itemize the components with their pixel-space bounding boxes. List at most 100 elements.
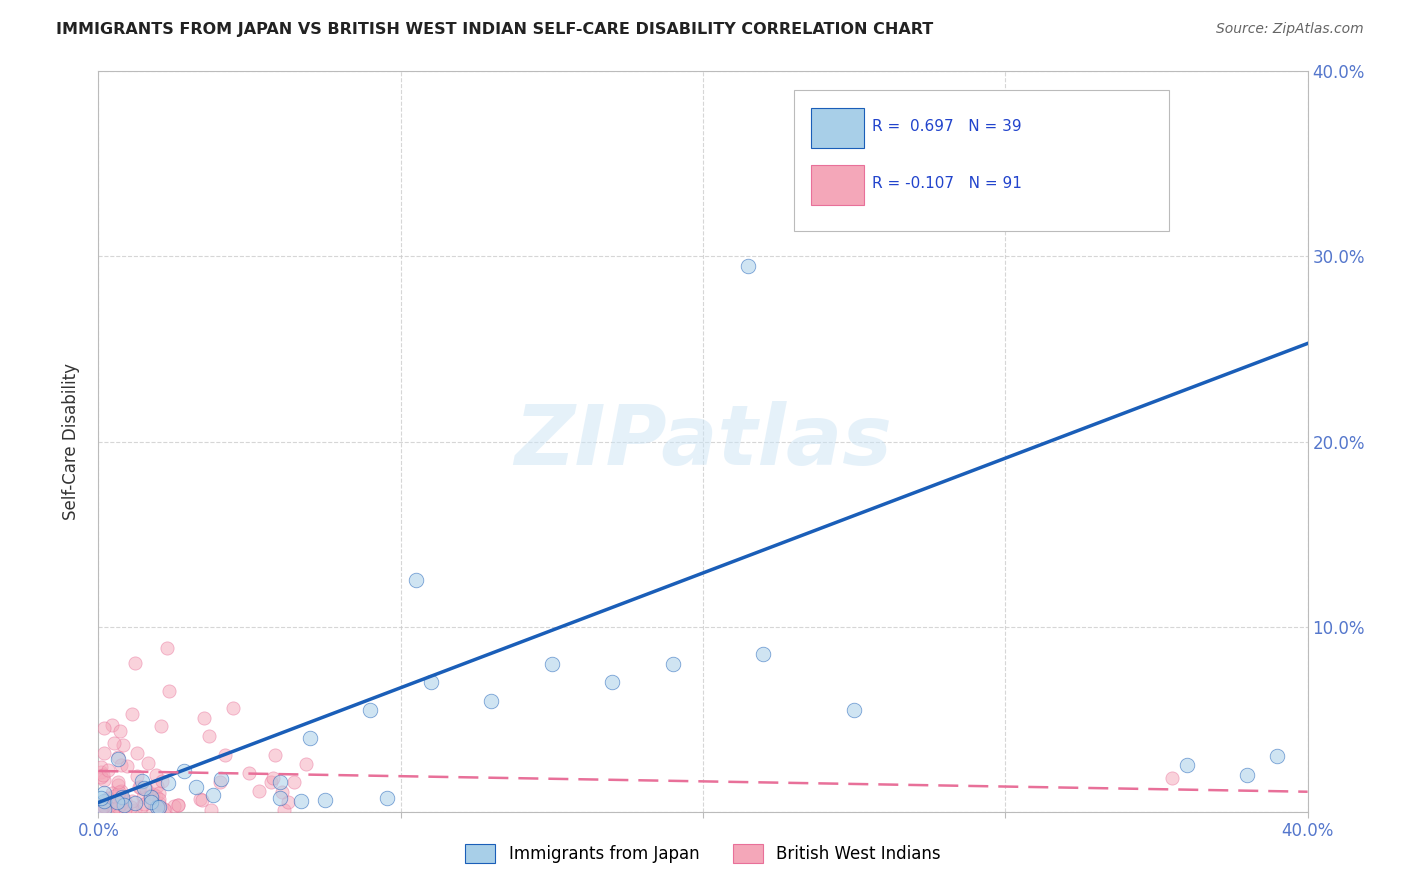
Point — [93, 773, 115, 788]
Point — [90, 764, 112, 779]
Point — [107, 774, 129, 789]
Point — [752, 648, 775, 662]
Point — [94, 794, 117, 808]
Point — [124, 656, 146, 670]
Point — [124, 797, 146, 811]
Point — [90, 803, 112, 817]
Point — [93, 794, 115, 808]
Text: R = -0.107   N = 91: R = -0.107 N = 91 — [872, 177, 1022, 192]
Point — [166, 798, 188, 813]
Point — [120, 800, 142, 814]
Point — [107, 752, 129, 766]
Point — [121, 707, 143, 722]
Point — [139, 795, 162, 809]
Point — [145, 767, 167, 781]
Point — [105, 795, 128, 809]
Point — [110, 758, 132, 772]
Point — [222, 701, 245, 715]
Point — [93, 767, 115, 781]
Point — [184, 780, 207, 794]
Point — [90, 801, 112, 815]
Point — [90, 791, 112, 805]
Point — [115, 759, 138, 773]
Point — [277, 795, 299, 809]
Point — [103, 736, 125, 750]
Point — [190, 793, 212, 807]
Text: R =  0.697   N = 39: R = 0.697 N = 39 — [872, 119, 1022, 134]
Point — [173, 764, 195, 779]
Point — [97, 791, 120, 805]
Point — [139, 789, 162, 804]
Point — [661, 657, 683, 671]
Point — [142, 787, 165, 801]
Point — [156, 776, 179, 790]
Point — [145, 789, 167, 803]
Point — [214, 747, 236, 762]
Point — [90, 770, 112, 784]
Point — [420, 675, 443, 690]
Point — [269, 791, 291, 805]
Point — [1175, 758, 1198, 772]
Point — [101, 786, 124, 800]
Point — [148, 792, 170, 806]
Point — [111, 738, 134, 752]
Point — [1267, 749, 1289, 764]
Point — [148, 786, 170, 800]
Point — [375, 790, 398, 805]
Point — [146, 799, 169, 814]
Legend: Immigrants from Japan, British West Indians: Immigrants from Japan, British West Indi… — [458, 838, 948, 870]
Point — [271, 785, 294, 799]
Point — [111, 790, 134, 805]
Point — [110, 784, 132, 798]
Text: Source: ZipAtlas.com: Source: ZipAtlas.com — [1216, 22, 1364, 37]
Point — [121, 794, 143, 808]
Point — [129, 780, 152, 794]
Point — [93, 721, 115, 735]
Y-axis label: Self-Care Disability: Self-Care Disability — [62, 363, 80, 520]
Point — [128, 780, 150, 795]
Point — [155, 803, 177, 817]
Point — [132, 780, 155, 795]
Point — [844, 703, 866, 717]
Point — [283, 774, 305, 789]
Point — [100, 794, 122, 808]
Point — [167, 797, 190, 812]
Point — [290, 794, 312, 808]
Point — [1160, 772, 1182, 786]
FancyBboxPatch shape — [811, 108, 863, 147]
Point — [131, 773, 153, 788]
Point — [139, 789, 162, 803]
Point — [107, 778, 129, 792]
Point — [148, 800, 170, 814]
Point — [90, 803, 112, 817]
Point — [107, 785, 129, 799]
Point — [163, 798, 186, 813]
Point — [103, 789, 125, 804]
Point — [107, 800, 129, 814]
Point — [156, 641, 179, 656]
Point — [101, 803, 124, 817]
Point — [90, 760, 112, 774]
Point — [108, 724, 131, 739]
Point — [107, 798, 129, 813]
Point — [110, 789, 132, 804]
Point — [200, 803, 222, 817]
Point — [114, 794, 136, 808]
FancyBboxPatch shape — [811, 165, 863, 205]
Point — [737, 259, 759, 273]
Point — [124, 803, 146, 817]
Point — [127, 746, 149, 760]
Point — [111, 790, 134, 805]
Point — [201, 789, 224, 803]
Point — [114, 803, 136, 817]
Point — [481, 694, 503, 708]
Point — [197, 730, 219, 744]
Text: IMMIGRANTS FROM JAPAN VS BRITISH WEST INDIAN SELF-CARE DISABILITY CORRELATION CH: IMMIGRANTS FROM JAPAN VS BRITISH WEST IN… — [56, 22, 934, 37]
Point — [153, 801, 176, 815]
Point — [146, 779, 169, 793]
Point — [110, 796, 132, 810]
Point — [208, 775, 231, 789]
Point — [93, 786, 115, 800]
Point — [540, 657, 562, 671]
Point — [149, 719, 172, 733]
